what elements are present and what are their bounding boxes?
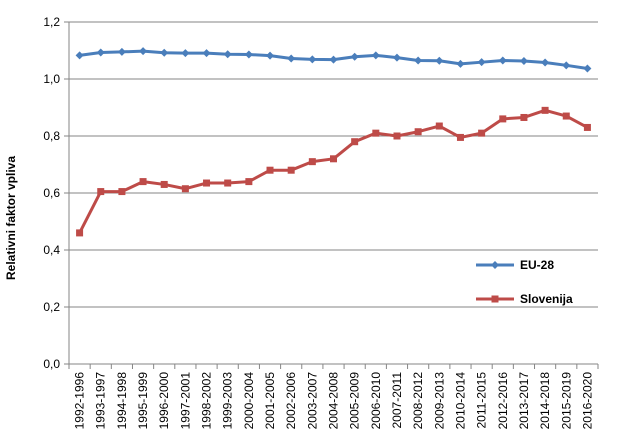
legend-marker-eu-28: [491, 261, 499, 269]
data-point-slovenija: [372, 129, 380, 137]
y-tick-label: 1,0: [43, 72, 60, 86]
x-tick-label: 1993-1997: [94, 372, 108, 430]
data-point-eu-28: [456, 59, 465, 68]
data-point-eu-28: [202, 49, 211, 58]
x-tick-label: 1994-1998: [115, 372, 129, 430]
x-tick-label: 1998-2002: [200, 372, 214, 430]
data-point-eu-28: [139, 47, 148, 56]
x-tick-label: 1997-2001: [178, 372, 192, 430]
data-point-eu-28: [244, 50, 253, 59]
x-tick-label: 2014-2018: [538, 372, 552, 430]
data-point-eu-28: [519, 57, 528, 66]
data-point-slovenija: [520, 113, 528, 121]
data-point-eu-28: [266, 51, 275, 60]
data-point-slovenija: [330, 155, 337, 163]
x-tick-label: 2013-2017: [517, 372, 531, 430]
data-point-slovenija: [245, 178, 253, 186]
x-tick-label: 2000-2004: [242, 372, 256, 430]
data-point-eu-28: [477, 58, 486, 67]
data-point-slovenija: [139, 178, 147, 186]
data-point-slovenija: [499, 115, 507, 123]
y-tick-label: 0,2: [43, 300, 60, 314]
data-point-slovenija: [456, 133, 464, 141]
series-layer: [75, 47, 592, 237]
data-point-slovenija: [583, 123, 591, 131]
data-point-slovenija: [181, 185, 189, 193]
data-point-eu-28: [117, 47, 126, 56]
legend: EU-28 Slovenija: [476, 258, 573, 306]
data-point-eu-28: [371, 51, 380, 60]
data-point-eu-28: [75, 51, 84, 60]
legend-label-eu-28: EU-28: [520, 258, 554, 272]
data-point-slovenija: [224, 179, 232, 187]
data-point-slovenija: [562, 112, 570, 120]
data-point-eu-28: [181, 49, 190, 58]
data-point-slovenija: [118, 188, 126, 196]
data-point-slovenija: [541, 106, 549, 114]
data-point-slovenija: [478, 129, 486, 137]
data-point-slovenija: [203, 179, 211, 187]
data-point-eu-28: [498, 56, 507, 65]
y-axis-ticks: 0,0 0,2 0,4 0,6 0,8 1,0 1,2: [43, 15, 69, 371]
x-tick-label: 2004-2008: [327, 372, 341, 430]
data-point-eu-28: [96, 48, 105, 57]
x-tick-label: 2016-2020: [580, 372, 594, 430]
legend-marker-slovenija: [491, 295, 499, 303]
data-point-slovenija: [414, 128, 422, 136]
x-tick-label: 2001-2005: [263, 372, 277, 430]
x-tick-label: 1996-2000: [157, 372, 171, 430]
x-tick-label: 2003-2007: [305, 372, 319, 430]
x-tick-label: 2010-2014: [453, 372, 467, 430]
data-point-eu-28: [583, 64, 592, 73]
y-tick-label: 0,6: [43, 186, 60, 200]
data-point-slovenija: [308, 158, 316, 166]
x-tick-label: 2006-2010: [369, 372, 383, 430]
data-point-eu-28: [392, 53, 401, 62]
x-tick-label: 2002-2006: [284, 372, 298, 430]
data-point-eu-28: [329, 55, 338, 64]
x-tick-label: 2005-2009: [348, 372, 362, 430]
data-point-eu-28: [562, 61, 571, 70]
gridlines: [69, 21, 598, 308]
y-tick-label: 0,4: [43, 243, 60, 257]
x-axis-ticks: 1992-1996 1993-1997 1994-1998 1995-1999 1996…: [68, 364, 599, 430]
x-tick-label: 2011-2015: [475, 372, 489, 429]
data-point-slovenija: [160, 180, 168, 188]
data-point-slovenija: [393, 132, 401, 140]
data-point-eu-28: [541, 58, 550, 67]
y-axis-label: Relativni faktor vpliva: [4, 156, 18, 280]
y-tick-label: 0,8: [43, 129, 60, 143]
x-tick-label: 2015-2019: [559, 372, 573, 430]
data-point-eu-28: [350, 52, 359, 61]
x-tick-label: 1995-1999: [136, 372, 150, 430]
x-tick-label: 1992-1996: [73, 372, 87, 430]
x-tick-label: 2007-2011: [390, 372, 404, 429]
y-tick-label: 1,2: [43, 15, 60, 29]
data-point-slovenija: [351, 138, 359, 146]
x-tick-label: 2012-2016: [496, 372, 510, 430]
data-point-slovenija: [435, 122, 443, 130]
data-point-eu-28: [287, 54, 296, 63]
data-point-slovenija: [287, 166, 295, 174]
x-tick-label: 2009-2013: [432, 372, 446, 430]
y-tick-label: 0,0: [43, 357, 60, 371]
x-tick-label: 1999-2003: [221, 372, 235, 430]
data-point-slovenija: [266, 166, 274, 174]
data-point-eu-28: [223, 50, 232, 59]
data-point-slovenija: [97, 188, 105, 196]
data-point-eu-28: [414, 56, 423, 65]
data-point-eu-28: [435, 56, 444, 65]
x-tick-label: 2008-2012: [411, 372, 425, 430]
data-point-slovenija: [76, 229, 84, 237]
data-point-eu-28: [160, 48, 169, 57]
legend-label-slovenija: Slovenija: [520, 292, 573, 306]
series-line-slovenija: [78, 108, 589, 234]
data-point-eu-28: [308, 55, 317, 64]
